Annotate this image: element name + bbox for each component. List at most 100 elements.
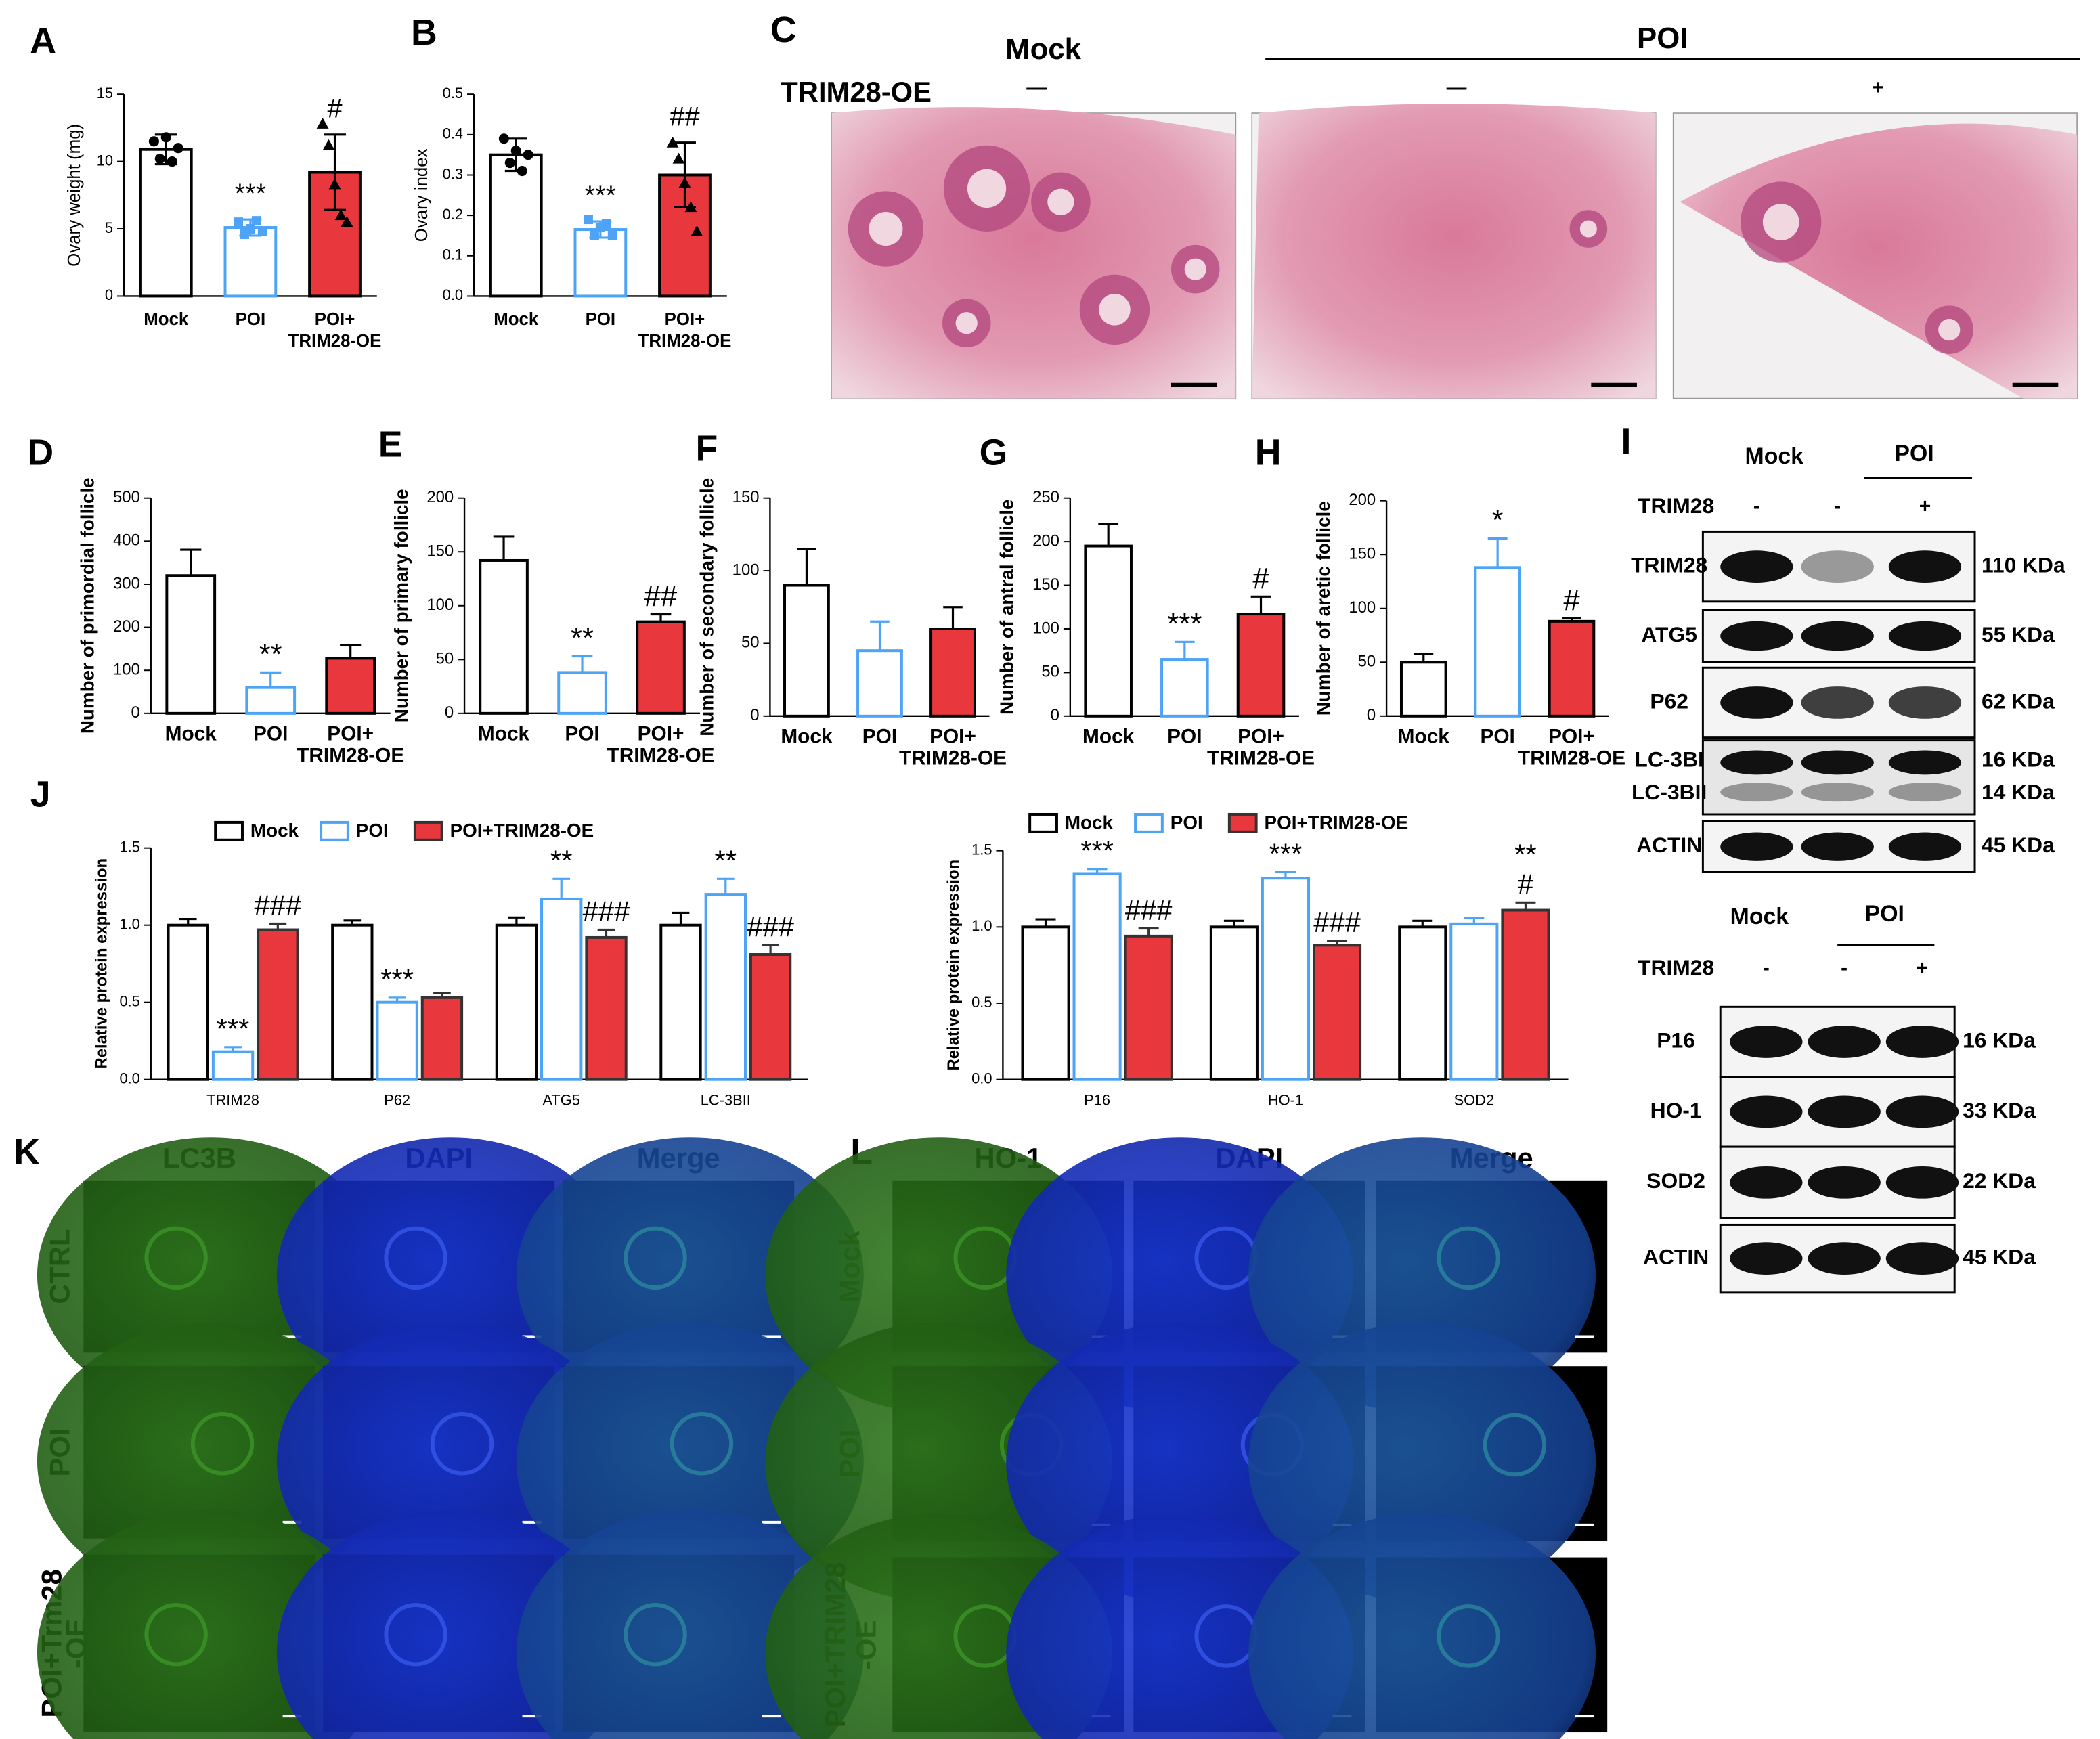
data-point [584,215,593,225]
error-bar [797,548,816,586]
panel-letter: J [30,774,51,814]
significance-label: # [327,94,342,124]
bar [783,584,830,718]
y-tick-label: 150 [426,542,454,560]
bar [929,627,976,718]
treatment-mark: - [1841,957,1847,979]
blot-band [1720,832,1793,861]
x-tick-label: Mock [494,310,539,329]
legend-swatch [1227,812,1258,833]
blot-band [1730,1242,1803,1275]
x-tick-label: POI+ [1548,726,1595,748]
data-point [167,156,177,167]
y-tick-label: 100 [426,596,454,614]
x-tick-label: POI+ [929,726,976,748]
bar [1501,908,1550,1081]
blot-band [1808,1242,1881,1275]
blot-band [1801,750,1874,775]
blot-band [1885,1242,1959,1275]
y-axis-label: Number of primary follicle [391,489,412,722]
error-bar [650,613,672,622]
x-tick-label: POI [236,310,266,329]
blot-band [1801,621,1874,651]
y-tick-label: 0 [445,703,454,722]
data-point [607,231,617,240]
significance-label: *** [1269,837,1303,869]
error-bar [433,992,451,998]
error-bar [1562,617,1581,621]
significance-label: *** [1167,607,1202,640]
follicle-antrum [1184,258,1206,280]
bar [1072,872,1122,1081]
error-bar [672,911,690,925]
legend-label: Mock [250,820,299,841]
follicle [1437,1604,1500,1668]
bar [856,649,903,718]
error-bar [343,919,362,925]
data-point [160,132,171,143]
tissue [1252,104,1656,399]
y-tick-label: 300 [113,574,140,592]
blot-band [1888,686,1962,719]
protein-label: P16 [1657,1028,1695,1052]
x-tick-label: POI [862,726,897,748]
legend-swatch [214,820,244,841]
error-bar [1223,919,1244,927]
error-bar [870,620,890,651]
error-bar [1414,652,1434,663]
panel-letter: A [30,20,56,61]
data-point [316,117,329,129]
y-tick-label: 1.0 [971,917,992,934]
bar [1548,619,1596,718]
y-tick-label: 400 [113,531,140,550]
y-tick-label: 0 [750,706,759,724]
y-axis-label: Ovary index [412,148,431,242]
size-label: 62 KDa [1982,688,2055,713]
group-label: POI [1894,441,1933,466]
x-tick-label: POI [1480,726,1514,748]
y-axis-label: Number of aretic follicle [1313,501,1334,716]
legend-label: POI+TRIM28-OE [450,820,594,841]
protein-label: LC-3BI [1634,747,1703,772]
treatment-mark: - [1763,957,1770,979]
bar [495,923,538,1081]
protein-label: ATG5 [1641,622,1697,646]
bar [1209,925,1259,1081]
y-tick-label: 0.4 [443,125,463,142]
y-tick-label: 0 [131,703,140,722]
y-tick-label: 0.0 [119,1070,139,1086]
blot-band [1801,832,1874,861]
significance-label: ### [255,889,302,921]
y-tick-label: 10 [97,152,113,169]
y-tick-label: 1.5 [119,838,139,855]
y-tick-label: 0 [1051,706,1059,724]
follicle-antrum [1579,220,1597,238]
y-tick-label: 200 [426,488,454,506]
bar [1449,922,1499,1081]
x-tick-label: TRIM28 [206,1091,259,1108]
blot-band [1720,686,1793,719]
bar [479,558,529,715]
bar [636,620,686,715]
x-tick-label: SOD2 [1454,1091,1495,1108]
y-tick-label: 0 [105,286,113,303]
bar [1236,613,1286,718]
bar [573,228,628,298]
y-tick-label: 500 [113,488,140,506]
x-tick-label: POI+ [327,723,374,745]
legend-swatch [1134,812,1164,833]
panel-letter: I [1621,421,1632,462]
significance-label: # [1252,562,1269,595]
error-bar [1138,927,1159,936]
x-tick-label: TRIM28-OE [1207,747,1315,769]
data-point [601,219,611,229]
bar [704,893,747,1081]
data-point [251,216,261,226]
error-bar [179,917,197,925]
error-bar [388,996,406,1003]
x-tick-label: TRIM28-OE [297,744,404,766]
size-label: 110 KDa [1982,553,2065,577]
blot-band [1888,832,1962,861]
error-bar [1250,595,1271,615]
